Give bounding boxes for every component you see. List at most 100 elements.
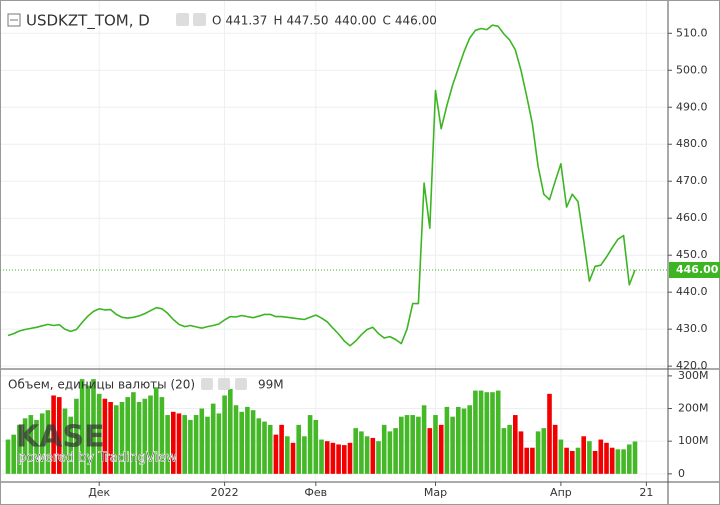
volume-bar	[302, 436, 307, 474]
volume-bar	[598, 439, 604, 474]
volume-bar	[621, 449, 626, 474]
volume-bar	[587, 441, 592, 474]
volume-bar	[592, 450, 598, 474]
volume-bar	[210, 403, 216, 474]
volume-bar	[165, 415, 170, 474]
volume-bar	[461, 408, 467, 474]
collapse-icon[interactable]	[7, 13, 21, 27]
volume-bar	[604, 442, 609, 474]
y-tick-label: 500.0	[676, 63, 708, 76]
volume-bar	[518, 431, 524, 474]
volume-bar	[387, 431, 393, 474]
ohlc-value: 441.37	[225, 14, 267, 28]
volume-bar	[176, 413, 182, 474]
volume-bar	[193, 415, 199, 474]
last-price-box	[669, 261, 720, 278]
volume-bar	[632, 441, 638, 474]
volume-bar	[421, 405, 427, 474]
x-tick-label: Фев	[304, 486, 327, 499]
volume-bar	[182, 415, 187, 474]
volume-bar	[484, 392, 490, 474]
watermark-logo: KASE	[16, 420, 105, 455]
volume-bar	[267, 424, 273, 474]
volume-bar	[125, 397, 130, 474]
settings-icon[interactable]	[201, 378, 213, 390]
volume-last: 99M	[258, 378, 284, 392]
volume-bar	[530, 447, 535, 474]
volume-bar	[34, 419, 39, 474]
y-tick-label: 470.0	[676, 174, 708, 187]
volume-bar	[85, 385, 91, 474]
volume-bar	[330, 442, 336, 474]
volume-bar	[399, 416, 404, 474]
volume-bar	[228, 388, 233, 474]
ohlc-value: 447.50	[286, 14, 328, 28]
volume-bar	[450, 416, 455, 474]
volume-bar	[547, 393, 552, 474]
volume-bar	[393, 428, 398, 474]
volume-bar	[136, 402, 142, 474]
volume-bar	[427, 428, 433, 474]
volume-bar	[364, 436, 370, 474]
chart-title: USDKZT_TOM, D	[26, 12, 150, 31]
volume-bar	[581, 436, 586, 474]
volume-bar	[627, 444, 632, 474]
y-tick-label: 420.0	[676, 359, 708, 372]
volume-bar	[507, 424, 512, 474]
volume-bar	[478, 390, 484, 474]
volume-bar	[11, 434, 16, 474]
volume-bar	[552, 424, 558, 474]
volume-bar	[273, 434, 279, 474]
price-line	[7, 24, 636, 347]
x-tick-label: Мар	[424, 486, 447, 499]
volume-bar	[290, 442, 296, 474]
volume-bar	[216, 413, 222, 474]
volume-bar	[114, 405, 119, 474]
volume-bar	[62, 408, 68, 474]
volume-bar	[473, 390, 478, 474]
volume-bar	[171, 411, 176, 474]
settings-icon[interactable]	[176, 13, 189, 26]
volume-bar	[609, 447, 615, 474]
volume-bar	[153, 387, 159, 474]
y-tick-label: 490.0	[676, 100, 708, 113]
volume-bar	[353, 428, 358, 474]
volume-bar	[513, 415, 518, 474]
y-tick-label: 510.0	[676, 26, 708, 39]
hide-icon[interactable]	[218, 378, 230, 390]
ohlc-value: 440.00	[334, 14, 376, 28]
volume-bar	[444, 406, 450, 474]
volume-bar	[404, 415, 410, 474]
volume-bar	[68, 416, 73, 474]
volume-bar	[575, 447, 581, 474]
y-tick-label: 450.0	[676, 248, 708, 261]
volume-bar	[188, 419, 193, 474]
close-icon[interactable]	[235, 378, 247, 390]
volume-bar	[159, 397, 165, 474]
volume-bar	[501, 428, 507, 474]
volume-bar	[490, 392, 495, 474]
volume-legend: Объем, единицы валюты (20)	[8, 378, 195, 392]
volume-bar	[524, 447, 529, 474]
volume-bar	[279, 424, 284, 474]
volume-bar	[79, 379, 85, 474]
volume-bar	[347, 442, 353, 474]
volume-bar	[313, 419, 319, 474]
volume-bar	[96, 393, 102, 474]
volume-bar	[119, 402, 125, 474]
volume-bar	[131, 392, 136, 474]
y-tick-label: 430.0	[676, 322, 708, 335]
ohlc-legend: O 441.37 H 447.50 440.00 C 446.00	[212, 14, 437, 28]
volume-bar	[39, 413, 45, 474]
volume-bar	[102, 398, 108, 474]
volume-bar	[28, 415, 34, 474]
volume-bar	[108, 402, 113, 474]
y2-tick-label: 200M	[678, 402, 709, 415]
volume-bar	[74, 398, 79, 474]
hide-icon[interactable]	[193, 13, 206, 26]
y2-tick-label: 100M	[678, 434, 709, 447]
volume-bar	[467, 405, 472, 474]
volume-bar	[324, 441, 330, 474]
